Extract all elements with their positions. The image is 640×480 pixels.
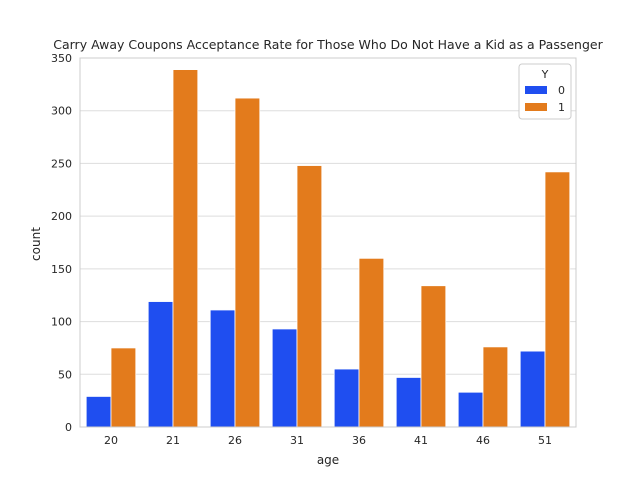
x-tick-label: 21 (166, 434, 180, 447)
bar (172, 69, 199, 428)
y-tick-label: 350 (51, 52, 72, 65)
bar (271, 328, 298, 428)
x-tick-label: 41 (414, 434, 428, 447)
legend-swatch-0 (525, 86, 547, 94)
bars (85, 69, 571, 428)
bar (482, 346, 509, 428)
legend-label-1: 1 (558, 101, 565, 114)
bar (395, 377, 422, 428)
bar (147, 301, 174, 428)
legend-swatch-1 (525, 103, 547, 111)
y-tick-label: 100 (51, 316, 72, 329)
bar (209, 309, 236, 428)
legend-title: Y (541, 68, 549, 81)
y-tick-label: 150 (51, 263, 72, 276)
x-tick-label: 26 (228, 434, 242, 447)
bar (234, 97, 261, 428)
x-tick-label: 46 (476, 434, 490, 447)
bar (358, 257, 385, 428)
bar (333, 368, 360, 428)
y-tick-labels: 0 50 100 150 200 250 300 350 (51, 52, 72, 434)
y-tick-label: 0 (65, 421, 72, 434)
legend: Y 0 1 (518, 63, 572, 120)
legend-label-0: 0 (558, 84, 565, 97)
x-axis-label: age (317, 453, 339, 467)
x-tick-label: 36 (352, 434, 366, 447)
bar (544, 171, 571, 428)
bar (110, 347, 137, 428)
x-tick-labels: 20 21 26 31 36 41 46 51 (104, 434, 552, 447)
bar (85, 396, 112, 428)
bar (420, 285, 447, 428)
y-tick-label: 200 (51, 210, 72, 223)
bar (457, 391, 484, 428)
bar (296, 165, 323, 428)
x-tick-label: 31 (290, 434, 304, 447)
x-tick-label: 51 (538, 434, 552, 447)
plot-frame (79, 57, 577, 428)
chart-title: Carry Away Coupons Acceptance Rate for T… (53, 37, 603, 52)
y-axis-label: count (29, 227, 43, 261)
y-tick-label: 300 (51, 105, 72, 118)
bar (519, 350, 546, 428)
y-tick-label: 250 (51, 157, 72, 170)
x-tick-label: 20 (104, 434, 118, 447)
y-tick-label: 50 (58, 368, 72, 381)
